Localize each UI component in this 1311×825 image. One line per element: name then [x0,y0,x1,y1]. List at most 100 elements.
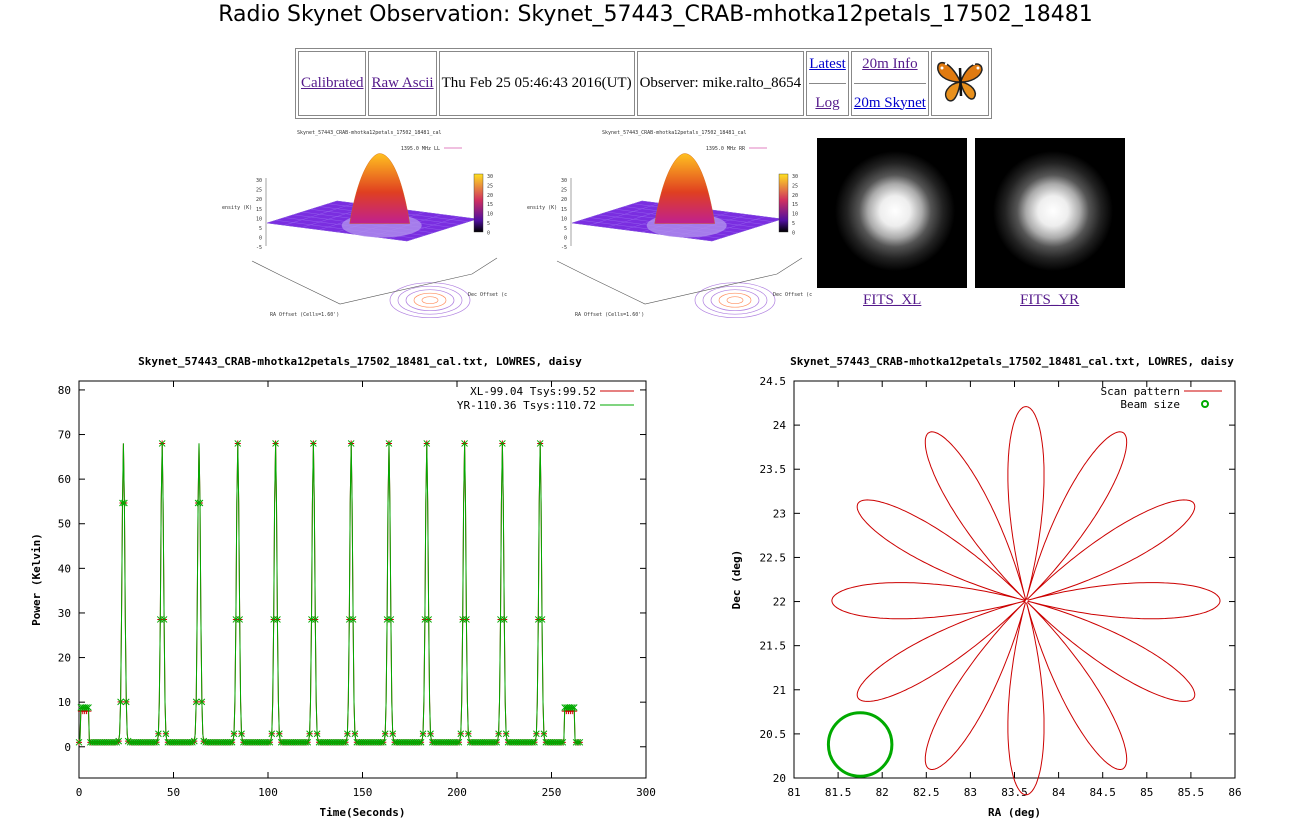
chart1-point-yr [423,440,431,447]
chart1-point-yr [347,440,355,447]
chart1-point-yr [417,738,425,746]
chart1-xlabel: Time(Seconds) [319,806,405,819]
chart1-point-yr [196,499,204,507]
thumb-z-label: -5 [256,245,262,251]
chart1-point-yr [310,440,317,447]
thumb-colorbar-label: 30 [792,174,798,180]
surface-plot-ll[interactable]: Skynet_57443_CRAB-mhotka12petals_17502_1… [222,126,507,322]
thumb-grid-line [571,222,713,242]
chart1-ytick-label: 10 [58,696,71,709]
thumb-z-label: 10 [256,216,262,222]
chart1-point-yr [389,730,397,738]
chart1-point-yr [117,698,124,706]
thumb-colorbar-label: 30 [487,174,493,180]
chart1-point-yr [340,738,347,746]
thumb-colorbar-label: 25 [487,183,493,189]
latest-link[interactable]: Latest [809,55,846,72]
chart2-xtick-label: 85 [1140,786,1153,799]
thumb-colorbar-label: 20 [792,193,798,199]
butterfly-logo-icon[interactable] [934,54,986,108]
chart1-point-yr [574,738,582,746]
chart1-point-yr [536,440,544,447]
chart2-xtick-label: 81 [787,786,800,799]
chart1-point-yr [230,730,238,738]
info-20m-link[interactable]: 20m Info [862,55,918,72]
chart1-point-yr [415,738,423,746]
fits-yr-image[interactable] [975,138,1125,288]
chart1-point-yr [502,730,510,738]
chart2-ytick-label: 22.5 [760,551,787,564]
nav-cell-latest: Latest Log [806,51,849,116]
nav-cell-raw: Raw Ascii [368,51,437,116]
thumb-grid-line [406,218,478,242]
thumb-y-axis-title: Dec Offset (cells) [773,292,812,298]
chart1-point-yr [351,730,359,738]
nav-cell-logo [930,51,989,116]
chart1-point-yr [226,738,234,746]
fits-xl-image[interactable] [817,138,967,288]
chart1-point-yr [464,730,472,738]
chart1-point-yr [113,738,121,746]
fits-xl-link[interactable]: FITS_XL [863,292,922,308]
nav-cell-date: Thu Feb 25 05:46:43 2016(UT) [438,51,635,116]
chart1-ytick-label: 30 [58,607,71,620]
skynet-20m-link[interactable]: 20m Skynet [853,94,926,111]
chart1-point-yr [419,730,427,738]
chart1-ytick-label: 20 [58,652,71,665]
power-time-chart: Skynet_57443_CRAB-mhotka12petals_17502_1… [30,355,656,819]
chart2-ytick-label: 21 [773,684,786,697]
chart1-point-yr [538,616,546,623]
chart2-xtick-label: 84 [1052,786,1066,799]
chart2-xtick-label: 84.5 [1089,786,1116,799]
chart1-point-yr [302,738,310,746]
thumb-colorbar-label: 15 [792,202,798,208]
thumb-legend: 1395.0 MHz LL [401,146,440,152]
chart1-point-yr [533,730,540,738]
chart1-point-yr [187,738,194,746]
thumb-z-label: 0 [564,236,567,242]
chart1-ytick-label: 50 [58,518,71,531]
thumb-grid-line [711,218,783,242]
thumb-z-axis-title: ntensity (K) [527,205,557,211]
thumb-z-label: 20 [256,197,262,203]
chart1-point-yr [189,738,196,746]
chart1-point-yr [275,730,283,738]
thumb-title: Skynet_57443_CRAB-mhotka12petals_17502_1… [297,130,442,136]
thumb-z-label: 30 [561,178,567,184]
chart1-point-yr [236,616,244,623]
chart2-xtick-label: 82 [876,786,889,799]
raw-ascii-link[interactable]: Raw Ascii [371,75,434,91]
chart1-point-yr [559,738,567,746]
thumb-z-label: 25 [256,188,262,194]
log-link[interactable]: Log [815,94,840,111]
thumb-colorbar-label: 10 [487,212,493,218]
chart1-point-yr [344,730,351,738]
chart1-point-yr [531,738,538,746]
surface-plot-rr[interactable]: Skynet_57443_CRAB-mhotka12petals_17502_1… [527,126,812,322]
chart2-scan-pattern [831,406,1221,796]
nav-cell-observer: Observer: mike.ralto_8654 [636,51,805,116]
chart2-legend-label: Scan pattern [1101,385,1180,398]
chart1-xtick-label: 250 [542,786,562,799]
thumb-contour [694,282,776,319]
thumb-grid-line [266,222,408,242]
fits-yr-link[interactable]: FITS_YR [1020,292,1080,308]
thumb-contour [413,292,447,308]
chart1-ytick-label: 70 [58,429,71,442]
chart2-beam-circle [826,711,894,778]
thumb-peak [349,153,410,224]
thumb-contour [421,296,439,305]
chart2-legend-marker [1201,400,1209,408]
thumb-z-axis-title: ntensity (K) [222,205,252,211]
chart1-xtick-label: 50 [167,786,180,799]
chart1-point-yr [493,738,501,746]
chart1-xtick-label: 150 [353,786,373,799]
calibrated-link[interactable]: Calibrated [301,75,364,91]
thumb-z-label: 15 [561,207,567,213]
observation-date: Thu Feb 25 05:46:43 2016(UT) [441,75,632,91]
thumb-y-axis-title: Dec Offset (cells) [468,292,507,298]
thumb-base-axes [251,257,498,305]
chart1-point-yr [495,730,502,738]
chart1-point-yr [198,698,206,706]
thumb-contour [726,296,744,305]
